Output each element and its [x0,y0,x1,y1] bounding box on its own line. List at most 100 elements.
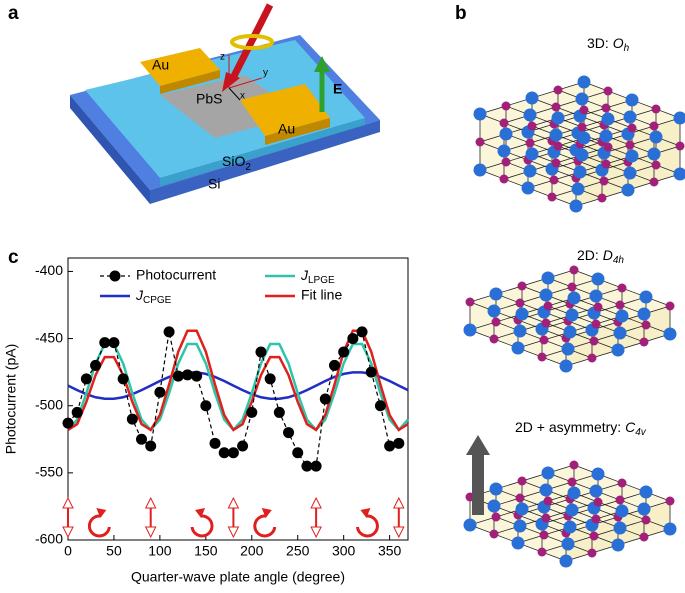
atom [593,497,603,507]
atom [617,283,627,293]
x-tick-label: 350 [378,543,402,559]
atom [665,301,675,311]
data-point [145,440,157,452]
atom [587,353,597,363]
atom [589,289,603,303]
atom [549,128,563,142]
pad-label: Au [152,57,169,73]
axis-y [228,77,263,89]
data-point [264,373,276,385]
atom [663,522,677,536]
atom [539,335,549,345]
atom [521,181,535,195]
atom [565,308,579,322]
atom [511,341,525,355]
polarization-icon [144,526,157,539]
atom [551,111,565,125]
polarization-icon [96,508,107,518]
data-point [181,369,193,381]
atom [665,496,675,506]
atom [489,482,503,496]
atom [603,142,613,152]
atom [571,182,585,196]
asymmetry-head [466,435,490,455]
atom [473,107,487,121]
symmetry-label: 3D: Oh [587,35,630,54]
panel-label: c [8,247,19,268]
atom [615,495,625,505]
atom [623,166,637,180]
oxide-label: SiO2 [222,153,251,173]
atom [639,485,653,499]
data-point [227,447,239,459]
atom [515,298,525,308]
atom [591,272,605,286]
polarization-icon [393,496,405,509]
atom [673,111,685,125]
data-point [218,447,230,459]
lattice-panel: b 3D: Oh 2D: D4h 2D + asymmetry: C4v [455,3,685,568]
symmetry-label: 2D + asymmetry: C4v [515,419,647,438]
atom [489,287,503,301]
atom [577,122,587,132]
atom [501,101,511,111]
data-point [200,400,212,412]
atom [567,486,581,500]
atom [589,336,599,346]
atom [517,476,527,486]
series-line [67,371,409,400]
data-point [292,447,304,459]
sub: h [624,43,630,54]
atom [537,547,547,557]
atom [639,290,653,304]
y-tick-label: -550 [35,464,63,480]
atom [463,518,477,532]
data-point [347,333,359,345]
atom [663,327,677,341]
atom [625,93,639,107]
x-tick-label: 50 [106,543,122,559]
x-tick-label: 100 [148,543,172,559]
polarization-icon [195,508,206,518]
atom [517,281,527,291]
atom [589,531,599,541]
data-point [246,406,258,418]
atom [515,493,525,503]
polarization-icon [227,496,240,509]
atom [593,302,603,312]
atom [565,503,579,517]
pad-left-side [160,70,220,94]
pad-right [240,84,330,136]
atom [513,324,527,338]
atom [553,85,563,95]
polarization-icon [393,526,405,539]
data-point [126,413,138,425]
polarization-icon [253,514,277,538]
atom [591,514,601,524]
atom [627,123,637,133]
atom [591,467,605,481]
axis-label: z [220,52,225,63]
data-point [136,433,148,445]
atom [563,325,577,339]
data-point [273,406,285,418]
polarization-icon [62,526,74,539]
atom [539,530,549,540]
data-point [328,359,340,371]
atom [511,536,525,550]
data-point [209,437,221,449]
atom [601,103,611,113]
atom [543,496,553,506]
atom [577,75,591,89]
sub: 4v [635,427,647,438]
atom [623,110,637,124]
symmetry-label: 2D: D4h [577,247,624,266]
atom [515,307,529,321]
atom [649,121,659,131]
atom [463,323,477,337]
atom [575,148,589,162]
data-point [356,326,368,338]
atom [611,343,625,357]
atom [523,108,537,122]
polarization-icon [310,496,322,509]
